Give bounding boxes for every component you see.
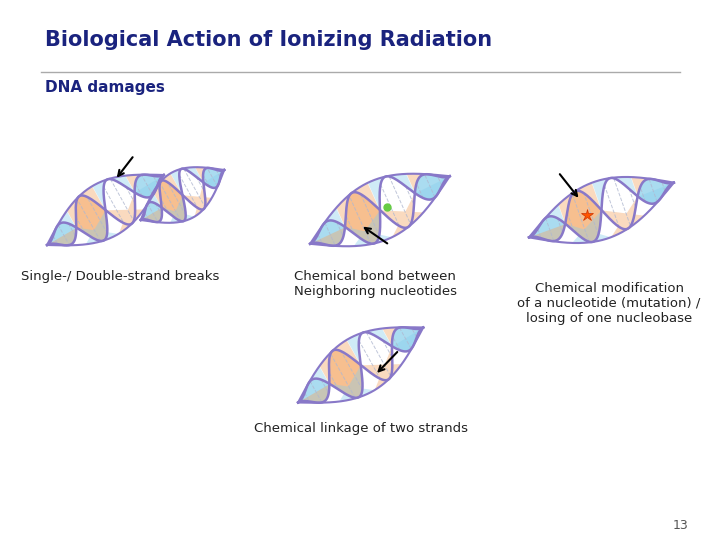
Polygon shape: [183, 183, 212, 217]
Polygon shape: [153, 173, 182, 207]
Polygon shape: [141, 208, 170, 223]
Polygon shape: [565, 211, 611, 243]
Polygon shape: [415, 174, 450, 200]
Text: Chemical linkage of two strands: Chemical linkage of two strands: [253, 422, 468, 435]
Polygon shape: [345, 192, 380, 244]
Polygon shape: [347, 328, 392, 364]
Polygon shape: [638, 183, 674, 215]
Polygon shape: [76, 195, 107, 241]
Polygon shape: [638, 179, 674, 204]
Polygon shape: [529, 224, 572, 243]
Polygon shape: [310, 220, 345, 246]
Polygon shape: [592, 177, 637, 210]
Polygon shape: [92, 176, 135, 210]
Polygon shape: [407, 174, 450, 193]
Polygon shape: [47, 222, 76, 245]
Polygon shape: [361, 347, 402, 390]
Polygon shape: [602, 197, 644, 237]
Polygon shape: [359, 332, 392, 380]
Polygon shape: [565, 191, 601, 242]
Polygon shape: [179, 168, 205, 210]
Polygon shape: [160, 180, 186, 221]
Polygon shape: [392, 327, 423, 364]
Polygon shape: [298, 366, 329, 402]
Polygon shape: [345, 211, 392, 246]
Polygon shape: [320, 340, 360, 383]
Polygon shape: [203, 168, 224, 188]
Polygon shape: [135, 175, 164, 209]
Polygon shape: [392, 327, 423, 352]
Polygon shape: [162, 195, 194, 223]
Polygon shape: [310, 227, 354, 246]
Polygon shape: [171, 167, 203, 194]
Polygon shape: [415, 176, 450, 212]
Text: Chemical modification
of a nucleotide (mutation) /
losing of one nucleobase: Chemical modification of a nucleotide (m…: [518, 282, 701, 325]
Text: Biological Action of Ionizing Radiation: Biological Action of Ionizing Radiation: [45, 30, 492, 50]
Polygon shape: [204, 170, 224, 198]
Polygon shape: [601, 178, 638, 229]
Polygon shape: [368, 174, 415, 210]
Polygon shape: [529, 216, 565, 241]
Polygon shape: [631, 177, 674, 196]
Polygon shape: [76, 211, 119, 244]
Polygon shape: [298, 384, 339, 403]
Polygon shape: [382, 327, 423, 346]
Polygon shape: [529, 205, 564, 238]
Polygon shape: [336, 183, 379, 227]
Polygon shape: [47, 211, 76, 245]
Text: Chemical bond between
Neighboring nucleotides: Chemical bond between Neighboring nucleo…: [294, 270, 456, 298]
Polygon shape: [141, 192, 161, 220]
Text: Single-/ Double-strand breaks: Single-/ Double-strand breaks: [21, 270, 219, 283]
Polygon shape: [47, 228, 86, 245]
Polygon shape: [380, 193, 423, 237]
Polygon shape: [329, 350, 363, 398]
Polygon shape: [330, 366, 374, 402]
Text: 13: 13: [672, 519, 688, 532]
Polygon shape: [104, 179, 135, 225]
Polygon shape: [195, 167, 224, 182]
Polygon shape: [298, 379, 329, 403]
Text: DNA damages: DNA damages: [45, 80, 165, 95]
Polygon shape: [125, 174, 164, 192]
Polygon shape: [135, 174, 164, 198]
Polygon shape: [141, 202, 162, 222]
Polygon shape: [379, 176, 415, 228]
Polygon shape: [559, 183, 601, 224]
Polygon shape: [67, 186, 105, 227]
Polygon shape: [310, 208, 345, 244]
Polygon shape: [106, 193, 144, 234]
